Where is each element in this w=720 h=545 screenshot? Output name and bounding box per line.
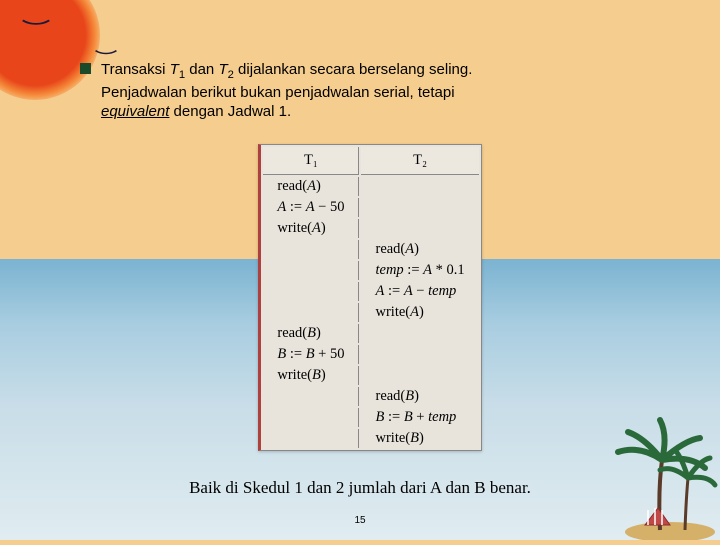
table-cell bbox=[361, 345, 478, 364]
table-cell bbox=[263, 240, 359, 259]
table-cell: read(A) bbox=[263, 177, 359, 196]
bullet-marker bbox=[80, 63, 91, 74]
table-row: write(A) bbox=[263, 219, 478, 238]
table-cell: A := A − 50 bbox=[263, 198, 359, 217]
bird-decor: ︶ bbox=[22, 16, 50, 40]
table-cell bbox=[263, 429, 359, 448]
table-row: A := A − temp bbox=[263, 282, 478, 301]
table-cell bbox=[361, 219, 478, 238]
table-cell: write(A) bbox=[263, 219, 359, 238]
table-row: B := B + temp bbox=[263, 408, 478, 427]
bullet-text: Transaksi T1 dan T2 dijalankan secara be… bbox=[101, 60, 472, 122]
table-cell bbox=[263, 261, 359, 280]
table-row: read(A) bbox=[263, 240, 478, 259]
table-cell bbox=[361, 324, 478, 343]
table-row: A := A − 50 bbox=[263, 198, 478, 217]
slide-content: Transaksi T1 dan T2 dijalankan secara be… bbox=[80, 60, 660, 451]
table-cell bbox=[361, 366, 478, 385]
table-cell: B := B + 50 bbox=[263, 345, 359, 364]
table-row: write(B) bbox=[263, 429, 478, 448]
table-header-row: T₁ T₂ bbox=[263, 147, 478, 175]
col-header-t1: T₁ bbox=[263, 147, 359, 175]
bottom-caption: Baik di Skedul 1 dan 2 jumlah dari A dan… bbox=[0, 478, 720, 498]
table-row: write(B) bbox=[263, 366, 478, 385]
table-row: write(A) bbox=[263, 303, 478, 322]
table-cell bbox=[263, 282, 359, 301]
table-cell: read(B) bbox=[263, 324, 359, 343]
table-row: temp := A * 0.1 bbox=[263, 261, 478, 280]
table-row: read(A) bbox=[263, 177, 478, 196]
table-cell: write(A) bbox=[361, 303, 478, 322]
table-row: read(B) bbox=[263, 324, 478, 343]
table-cell bbox=[361, 177, 478, 196]
table-cell: B := B + temp bbox=[361, 408, 478, 427]
table-row: B := B + 50 bbox=[263, 345, 478, 364]
table-cell bbox=[361, 198, 478, 217]
table-cell bbox=[263, 303, 359, 322]
table-cell bbox=[263, 408, 359, 427]
table-cell: read(A) bbox=[361, 240, 478, 259]
bullet-item: Transaksi T1 dan T2 dijalankan secara be… bbox=[80, 60, 660, 122]
table-cell bbox=[263, 387, 359, 406]
table-cell: temp := A * 0.1 bbox=[361, 261, 478, 280]
table-cell: A := A − temp bbox=[361, 282, 478, 301]
table-cell: write(B) bbox=[361, 429, 478, 448]
table-cell: write(B) bbox=[263, 366, 359, 385]
col-header-t2: T₂ bbox=[361, 147, 478, 175]
page-number: 15 bbox=[0, 515, 720, 526]
table-cell: read(B) bbox=[361, 387, 478, 406]
schedule-table: T₁ T₂ read(A) A := A − 50 write(A) read(… bbox=[258, 144, 481, 451]
table-row: read(B) bbox=[263, 387, 478, 406]
